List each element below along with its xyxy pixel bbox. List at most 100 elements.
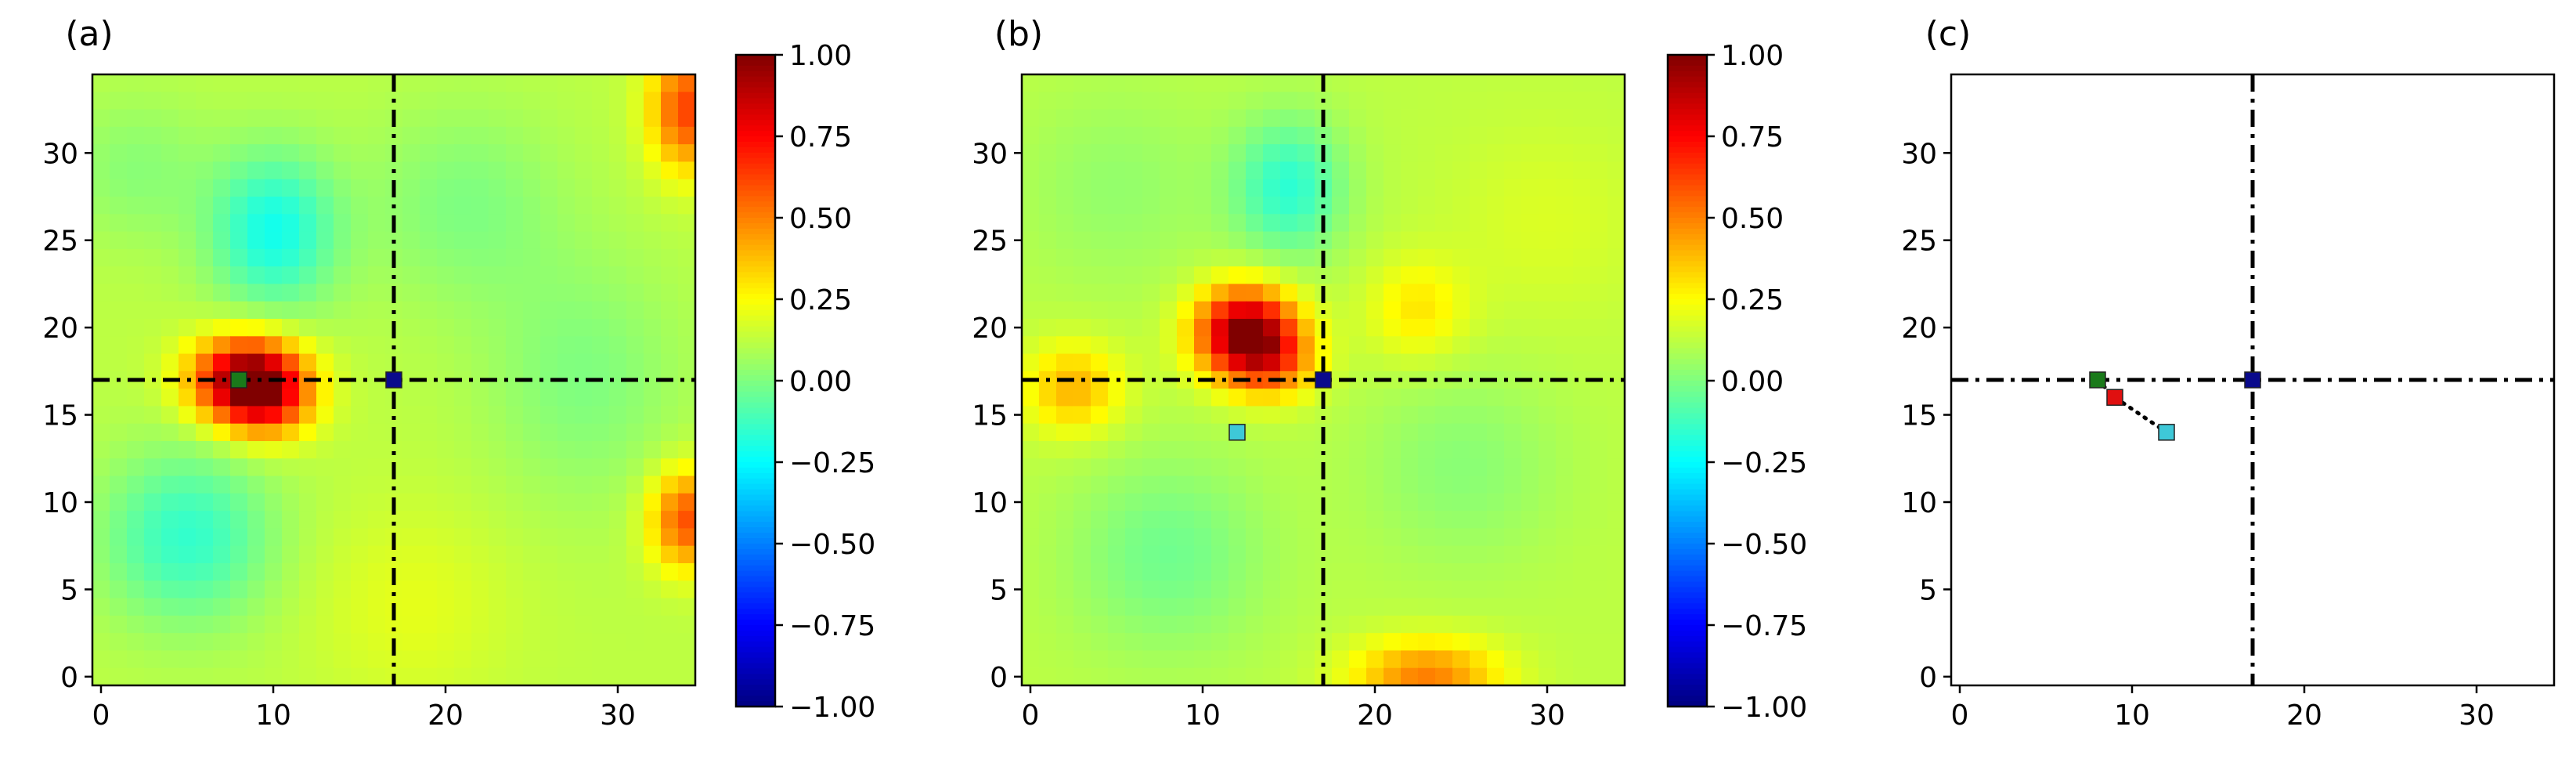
heatmap-cell [506, 266, 524, 285]
heatmap-cell [471, 109, 489, 128]
heatmap-cell [609, 248, 627, 267]
heatmap-cell [316, 511, 334, 530]
heatmap-cell [1418, 126, 1436, 145]
colorbar-step [1668, 98, 1707, 105]
heatmap-cell [299, 615, 317, 634]
heatmap-cell [1366, 580, 1384, 599]
colorbar-step [1668, 337, 1707, 344]
y-tick-label: 15 [972, 400, 1008, 432]
heatmap-cell [1470, 301, 1488, 320]
heatmap-cell [1366, 161, 1384, 180]
heatmap-cell [575, 580, 593, 599]
heatmap-cell [489, 545, 507, 564]
heatmap-cell [1332, 406, 1350, 425]
heatmap-cell [592, 615, 610, 634]
heatmap-cell [1177, 74, 1195, 92]
heatmap-cell [1504, 336, 1522, 355]
heatmap-cell [1487, 214, 1505, 233]
heatmap-cell [644, 109, 662, 128]
heatmap-cell [1349, 92, 1367, 110]
heatmap-cell [678, 231, 696, 250]
heatmap-cell [1401, 615, 1419, 634]
heatmap-cell [1263, 563, 1281, 581]
heatmap-cell [1039, 144, 1057, 163]
heatmap-cell [1539, 319, 1557, 337]
heatmap-cell [1349, 423, 1367, 442]
heatmap-cell [368, 563, 386, 581]
heatmap-cell [609, 650, 627, 669]
heatmap-cell [644, 389, 662, 407]
heatmap-cell [92, 511, 110, 530]
heatmap-cell [1280, 423, 1298, 442]
heatmap-cell [471, 441, 489, 459]
colorbar-step [1668, 614, 1707, 620]
heatmap-cell [1349, 197, 1367, 215]
heatmap-cell [282, 528, 300, 547]
colorbar-step [1668, 472, 1707, 479]
heatmap-cell [334, 284, 352, 302]
heatmap-cell [609, 423, 627, 442]
colorbar-step [736, 598, 775, 605]
heatmap-cell [1177, 650, 1195, 669]
heatmap-cell [1246, 109, 1264, 128]
colorbar-step [1668, 266, 1707, 273]
heatmap-cell [1521, 475, 1539, 494]
heatmap-cell [1073, 528, 1091, 547]
heatmap-cell [179, 441, 197, 459]
heatmap-cell [609, 633, 627, 652]
heatmap-cell [1556, 563, 1574, 581]
heatmap-cell [1349, 563, 1367, 581]
heatmap-cell [1332, 528, 1350, 547]
heatmap-cell [1332, 266, 1350, 285]
heatmap-cell [626, 511, 644, 530]
heatmap-cell [1590, 197, 1608, 215]
heatmap-cell [247, 161, 265, 180]
heatmap-cell [368, 667, 386, 686]
heatmap-cell [1194, 545, 1212, 564]
heatmap-cell [1435, 598, 1453, 616]
heatmap-cell [489, 615, 507, 634]
marker-0 [2244, 371, 2261, 389]
heatmap-cell [1142, 197, 1160, 215]
heatmap-cell [626, 475, 644, 494]
heatmap-cell [1056, 441, 1074, 459]
heatmap-cell [420, 389, 438, 407]
heatmap-cell [437, 179, 455, 197]
heatmap-cell [437, 319, 455, 337]
heatmap-cell [678, 301, 696, 320]
heatmap-cell [1246, 179, 1264, 197]
heatmap-cell [1487, 528, 1505, 547]
heatmap-cell [1211, 580, 1229, 599]
colorbar-step [1668, 179, 1707, 186]
heatmap-cell [265, 284, 283, 302]
heatmap-cell [523, 231, 541, 250]
heatmap-cell [1590, 389, 1608, 407]
heatmap-cell [144, 231, 162, 250]
heatmap-cell [1556, 389, 1574, 407]
heatmap-cell [1366, 336, 1384, 355]
heatmap-cell [1418, 667, 1436, 686]
heatmap-cell [299, 126, 317, 145]
heatmap-cell [334, 126, 352, 145]
heatmap-cell [1263, 423, 1281, 442]
heatmap-cell [1039, 598, 1057, 616]
heatmap-cell [1073, 511, 1091, 530]
heatmap-cell [1091, 179, 1109, 197]
heatmap-cell [316, 441, 334, 459]
heatmap-cell [1177, 284, 1195, 302]
heatmap-cell [1418, 214, 1436, 233]
heatmap-cell [161, 214, 179, 233]
heatmap-cell [1384, 580, 1402, 599]
heatmap-cell [471, 580, 489, 599]
heatmap-cell [299, 301, 317, 320]
heatmap-cell [1228, 74, 1247, 92]
heatmap-cell [489, 109, 507, 128]
heatmap-cell [161, 528, 179, 547]
heatmap-cell [1384, 92, 1402, 110]
heatmap-cell [351, 458, 369, 477]
heatmap-cell [1384, 371, 1402, 389]
heatmap-cell [1039, 389, 1057, 407]
colorbar-step [1668, 385, 1707, 392]
heatmap-cell [1452, 266, 1470, 285]
heatmap-cell [230, 528, 248, 547]
